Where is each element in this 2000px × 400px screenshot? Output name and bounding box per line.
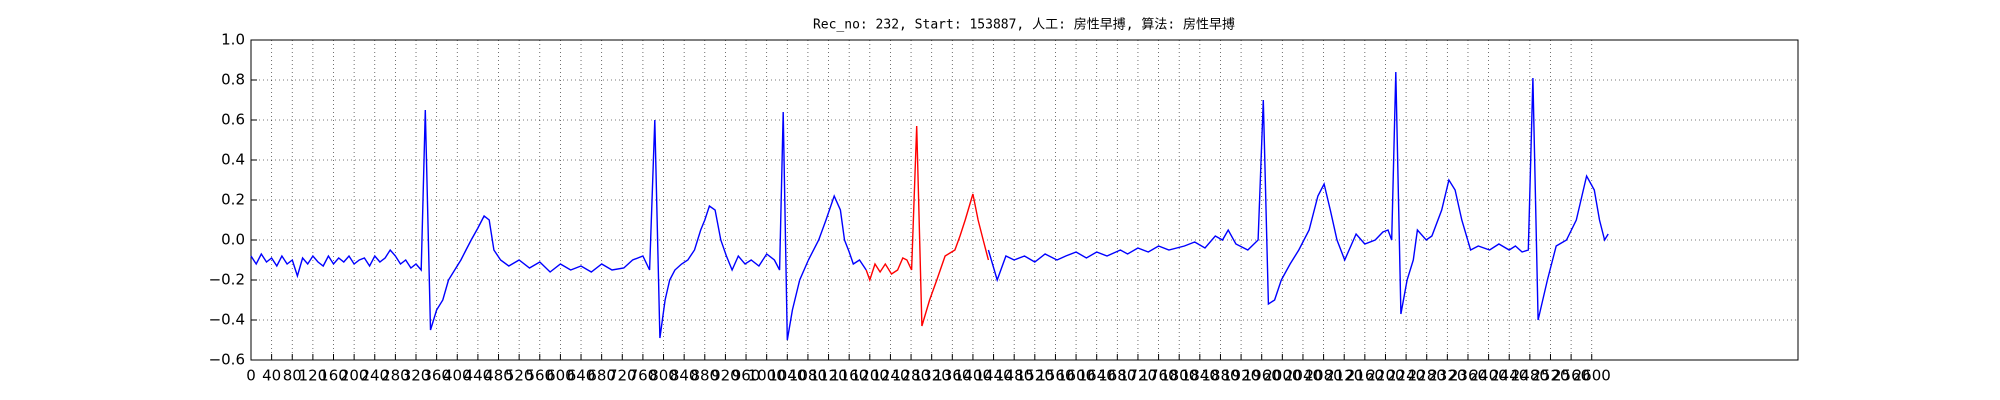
x-tick-label: 2480 bbox=[1511, 367, 1549, 385]
x-tick-label: 280 bbox=[381, 367, 410, 385]
x-tick-label: 360 bbox=[422, 367, 451, 385]
x-tick-label: 2520 bbox=[1531, 367, 1569, 385]
x-tick-label: 0 bbox=[246, 367, 256, 385]
x-tick-label: 1600 bbox=[1057, 367, 1095, 385]
x-tick-label: 1960 bbox=[1243, 367, 1281, 385]
x-tick-label: 320 bbox=[402, 367, 431, 385]
x-tick-label: 880 bbox=[690, 367, 719, 385]
x-tick-label: 680 bbox=[587, 367, 616, 385]
x-tick-label: 600 bbox=[546, 367, 575, 385]
x-tick-label: 2360 bbox=[1449, 367, 1487, 385]
x-tick-label: 560 bbox=[525, 367, 554, 385]
x-tick-label: 1440 bbox=[974, 367, 1012, 385]
x-tick-label: 1520 bbox=[1016, 367, 1054, 385]
x-tick-label: 2280 bbox=[1408, 367, 1446, 385]
chart-title: Rec_no: 232, Start: 153887, 人工: 房性早搏, 算法… bbox=[813, 17, 1235, 33]
x-tick-label: 1200 bbox=[851, 367, 889, 385]
x-tick-label: 200 bbox=[340, 367, 369, 385]
x-tick-label: 2080 bbox=[1304, 367, 1342, 385]
x-tick-label: 1080 bbox=[789, 367, 827, 385]
x-tick-label: 840 bbox=[670, 367, 699, 385]
x-tick-label: 960 bbox=[732, 367, 761, 385]
x-tick-label: 640 bbox=[567, 367, 596, 385]
y-tick-label: −0.4 bbox=[209, 311, 245, 329]
x-tick-label: 1920 bbox=[1222, 367, 1260, 385]
x-tick-label: 800 bbox=[649, 367, 678, 385]
ecg-line bbox=[250, 71, 1609, 341]
x-tick-label: 2600 bbox=[1573, 367, 1611, 385]
y-tick-label: −0.6 bbox=[209, 351, 245, 369]
x-tick-label: 1120 bbox=[809, 367, 847, 385]
x-tick-label: 920 bbox=[711, 367, 740, 385]
x-tick-label: 40 bbox=[262, 367, 281, 385]
x-tick-label: 1560 bbox=[1036, 367, 1074, 385]
y-tick-label: 0.2 bbox=[221, 191, 245, 209]
y-tick-label: 0.0 bbox=[221, 231, 245, 249]
x-tick-label: 1360 bbox=[933, 367, 971, 385]
x-tick-label: 2000 bbox=[1263, 367, 1301, 385]
x-tick-label: 1320 bbox=[913, 367, 951, 385]
x-tick-label: 1760 bbox=[1139, 367, 1177, 385]
y-tick-label: 0.8 bbox=[221, 71, 245, 89]
x-tick-label: 400 bbox=[443, 367, 472, 385]
x-tick-label: 160 bbox=[319, 367, 348, 385]
x-tick-label: 240 bbox=[360, 367, 389, 385]
x-tick-label: 480 bbox=[484, 367, 513, 385]
x-tick-label: 2440 bbox=[1490, 367, 1528, 385]
x-tick-label: 760 bbox=[629, 367, 658, 385]
x-tick-label: 2200 bbox=[1366, 367, 1404, 385]
y-tick-label: 1.0 bbox=[221, 31, 245, 49]
x-tick-label: 1280 bbox=[892, 367, 930, 385]
x-tick-label: 2560 bbox=[1552, 367, 1590, 385]
x-tick-label: 1840 bbox=[1181, 367, 1219, 385]
x-tick-label: 1000 bbox=[748, 367, 786, 385]
x-tick-label: 2320 bbox=[1428, 367, 1466, 385]
x-tick-label: 1240 bbox=[871, 367, 909, 385]
x-tick-label: 2040 bbox=[1284, 367, 1322, 385]
x-tick-label: 80 bbox=[283, 367, 302, 385]
x-tick-label: 1720 bbox=[1119, 367, 1157, 385]
ecg-line bbox=[865, 125, 990, 327]
y-tick-label: 0.6 bbox=[221, 111, 245, 129]
x-tick-label: 1400 bbox=[954, 367, 992, 385]
x-tick-label: 120 bbox=[299, 367, 328, 385]
x-tick-label: 1680 bbox=[1098, 367, 1136, 385]
x-tick-label: 1640 bbox=[1078, 367, 1116, 385]
x-tick-label: 2400 bbox=[1470, 367, 1508, 385]
x-tick-label: 1040 bbox=[768, 367, 806, 385]
x-tick-label: 2120 bbox=[1325, 367, 1363, 385]
x-tick-label: 1880 bbox=[1201, 367, 1239, 385]
x-tick-label: 1480 bbox=[995, 367, 1033, 385]
y-tick-label: 0.4 bbox=[221, 151, 245, 169]
y-tick-label: −0.2 bbox=[209, 271, 245, 289]
x-tick-label: 440 bbox=[464, 367, 493, 385]
x-tick-label: 720 bbox=[608, 367, 637, 385]
x-tick-label: 2240 bbox=[1387, 367, 1425, 385]
x-tick-label: 520 bbox=[505, 367, 534, 385]
x-tick-label: 1160 bbox=[830, 367, 868, 385]
x-tick-label: 1800 bbox=[1160, 367, 1198, 385]
x-tick-label: 2160 bbox=[1346, 367, 1384, 385]
plot-frame bbox=[250, 39, 1799, 361]
